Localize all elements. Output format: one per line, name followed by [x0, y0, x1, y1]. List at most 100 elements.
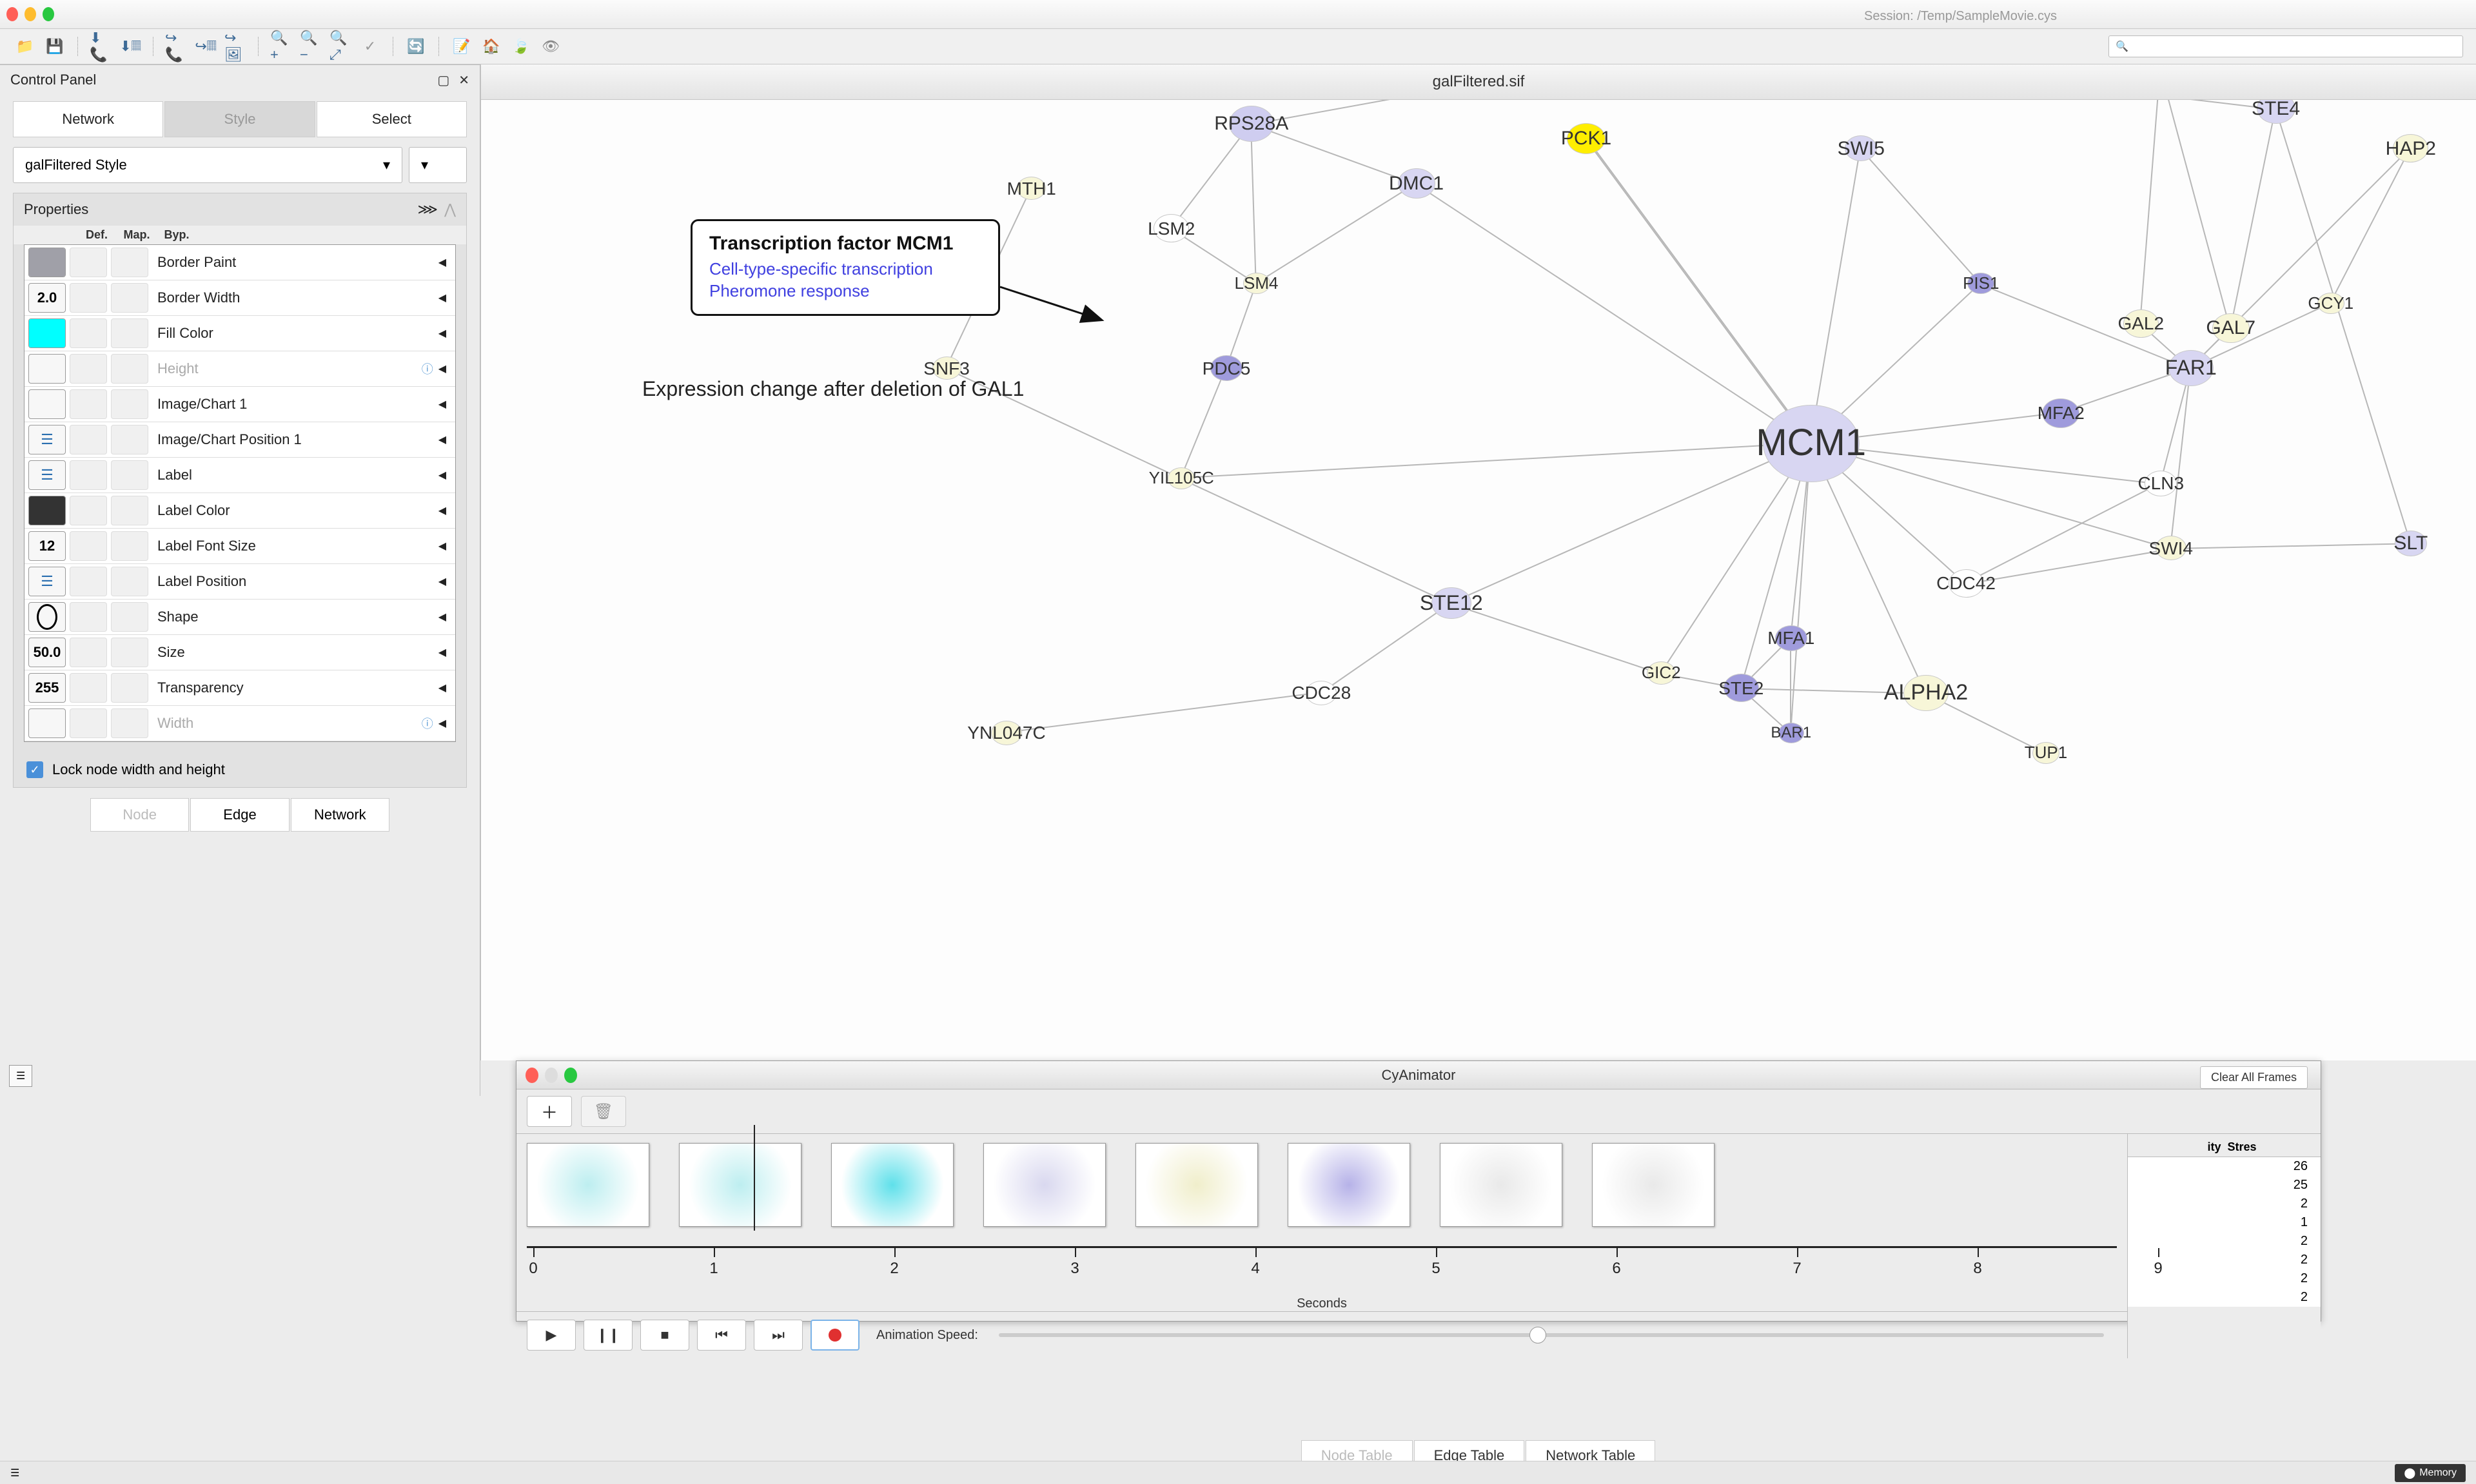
panel-options-icon[interactable]: ☰: [9, 1065, 32, 1087]
node-SNF3[interactable]: SNF3: [932, 356, 961, 380]
edge-MFA1-BAR1[interactable]: [1790, 638, 1791, 733]
swatch-byp-6[interactable]: [111, 460, 148, 490]
next-frame-button[interactable]: ⏭: [754, 1320, 803, 1351]
swatch-map-3[interactable]: [70, 354, 107, 384]
maximize-icon[interactable]: [564, 1068, 577, 1083]
property-expand-arrow-12[interactable]: ◀: [438, 681, 446, 694]
property-expand-arrow-10[interactable]: ◀: [438, 610, 446, 623]
tab-network[interactable]: Network: [291, 798, 389, 832]
node-CLN3[interactable]: CLN3: [2145, 471, 2177, 496]
node-LSM2[interactable]: LSM2: [1154, 214, 1189, 242]
anim-table-row-4[interactable]: 2: [2128, 1232, 2321, 1251]
edge-DMC1-LSM4[interactable]: [1255, 182, 1416, 284]
close-icon[interactable]: [6, 7, 18, 21]
property-row-transparency[interactable]: 255 Transparency ◀: [25, 670, 455, 706]
property-row-image-chart-1[interactable]: Image/Chart 1 ◀: [25, 387, 455, 422]
swatch-map-6[interactable]: [70, 460, 107, 490]
swatch-def-13[interactable]: [28, 708, 66, 738]
animation-frame-2[interactable]: [679, 1143, 801, 1227]
edge-MCM1-SWI4[interactable]: [1811, 444, 2171, 550]
swatch-byp-9[interactable]: [111, 567, 148, 596]
node-LSM4[interactable]: LSM4: [1243, 273, 1270, 295]
collapse-all-icon[interactable]: ⋙: [418, 201, 438, 218]
swatch-map-4[interactable]: [70, 389, 107, 419]
property-expand-arrow-3[interactable]: ◀: [438, 362, 446, 375]
search-input[interactable]: 🔍: [2108, 35, 2463, 57]
property-row-shape[interactable]: Shape ◀: [25, 600, 455, 635]
edge-CDC28-YNL047C[interactable]: [1007, 692, 1321, 733]
property-row-height[interactable]: Height ⓘ ◀: [25, 351, 455, 387]
node-DMC1[interactable]: DMC1: [1398, 168, 1435, 198]
node-STE12[interactable]: STE12: [1431, 587, 1471, 620]
anim-table-row-7[interactable]: 2: [2128, 1288, 2321, 1307]
minimize-icon[interactable]: [545, 1068, 558, 1083]
swatch-byp-0[interactable]: [111, 248, 148, 277]
node-MFA2[interactable]: MFA2: [2042, 398, 2079, 428]
animation-frame-8[interactable]: [1592, 1143, 1715, 1227]
close-icon[interactable]: [526, 1068, 538, 1083]
edge-DMC1-MCM1[interactable]: [1415, 184, 1811, 445]
node-MFA1[interactable]: MFA1: [1775, 625, 1807, 651]
pause-button[interactable]: ❙❙: [584, 1320, 633, 1351]
memory-badge[interactable]: ⬤ Memory: [2395, 1464, 2466, 1482]
swatch-byp-5[interactable]: [111, 425, 148, 454]
node-GAL2[interactable]: GAL2: [2123, 309, 2159, 338]
node-HAP2[interactable]: HAP2: [2393, 134, 2428, 162]
property-row-label-font-size[interactable]: 12 Label Font Size ◀: [25, 529, 455, 564]
animation-frame-4[interactable]: [983, 1143, 1106, 1227]
info-icon-13[interactable]: ⓘ: [422, 715, 433, 732]
swatch-map-8[interactable]: [70, 531, 107, 561]
swatch-map-0[interactable]: [70, 248, 107, 277]
swatch-map-2[interactable]: [70, 318, 107, 348]
property-row-fill-color[interactable]: Fill Color ◀: [25, 316, 455, 351]
edge-MCM1-STE12[interactable]: [1451, 442, 1811, 603]
panel-detach-icon[interactable]: ▢: [437, 72, 449, 88]
swatch-byp-11[interactable]: [111, 638, 148, 667]
edge-FAR1-SWI4[interactable]: [2170, 368, 2191, 548]
delete-frame-button[interactable]: 🗑: [581, 1096, 626, 1127]
tab-style[interactable]: Style: [164, 101, 315, 137]
swatch-byp-12[interactable]: [111, 673, 148, 703]
anim-table-row-3[interactable]: 1: [2128, 1213, 2321, 1232]
swatch-map-9[interactable]: [70, 567, 107, 596]
property-expand-arrow-5[interactable]: ◀: [438, 433, 446, 446]
node-MCM1[interactable]: MCM1: [1763, 405, 1860, 482]
edge-HAP2-GCY1[interactable]: [2330, 148, 2411, 303]
import-table-icon[interactable]: ⬇𝄜: [119, 35, 141, 57]
node-SWI4[interactable]: SWI4: [2156, 536, 2186, 560]
property-row-size[interactable]: 50.0 Size ◀: [25, 635, 455, 670]
clear-all-frames-button[interactable]: Clear All Frames: [2200, 1066, 2308, 1089]
swatch-map-12[interactable]: [70, 673, 107, 703]
tab-node[interactable]: Node: [90, 798, 189, 832]
node-TUP1[interactable]: TUP1: [2032, 742, 2059, 764]
property-row-label[interactable]: ☰ Label ◀: [25, 458, 455, 493]
zoom-in-icon[interactable]: 🔍+: [270, 35, 292, 57]
edge-RPS28A-DMC1[interactable]: [1251, 124, 1416, 185]
edge-PIS1-FAR1[interactable]: [1980, 284, 2190, 370]
swatch-def-12[interactable]: 255: [28, 673, 66, 703]
speed-slider-thumb[interactable]: [1529, 1327, 1546, 1343]
node-BAR1[interactable]: BAR1: [1778, 723, 1804, 743]
tab-edge[interactable]: Edge: [190, 798, 289, 832]
property-row-label-position[interactable]: ☰ Label Position ◀: [25, 564, 455, 600]
property-row-border-width[interactable]: 2.0 Border Width ◀: [25, 280, 455, 316]
add-frame-button[interactable]: ＋: [527, 1096, 572, 1127]
property-expand-arrow-7[interactable]: ◀: [438, 504, 446, 517]
property-expand-arrow-1[interactable]: ◀: [438, 291, 446, 304]
swatch-def-10[interactable]: [28, 602, 66, 632]
swatch-def-5[interactable]: ☰: [28, 425, 66, 454]
node-GCY1[interactable]: GCY1: [2317, 293, 2344, 315]
stop-button[interactable]: ■: [640, 1320, 689, 1351]
panel-close-icon[interactable]: ✕: [458, 72, 469, 88]
swatch-def-8[interactable]: 12: [28, 531, 66, 561]
leaf-icon[interactable]: 🍃: [510, 35, 532, 57]
edge-MCM1-ALPHA2[interactable]: [1810, 444, 1926, 694]
swatch-def-1[interactable]: 2.0: [28, 283, 66, 313]
node-GIC2[interactable]: GIC2: [1647, 661, 1676, 685]
edge-STE12-CDC28[interactable]: [1321, 602, 1451, 693]
animation-frame-7[interactable]: [1440, 1143, 1562, 1227]
property-expand-arrow-9[interactable]: ◀: [438, 575, 446, 588]
edge-SWI4-SLT[interactable]: [2171, 543, 2411, 550]
animation-frame-6[interactable]: [1288, 1143, 1410, 1227]
edge-RPS28A-DCP1[interactable]: [1252, 100, 1471, 124]
